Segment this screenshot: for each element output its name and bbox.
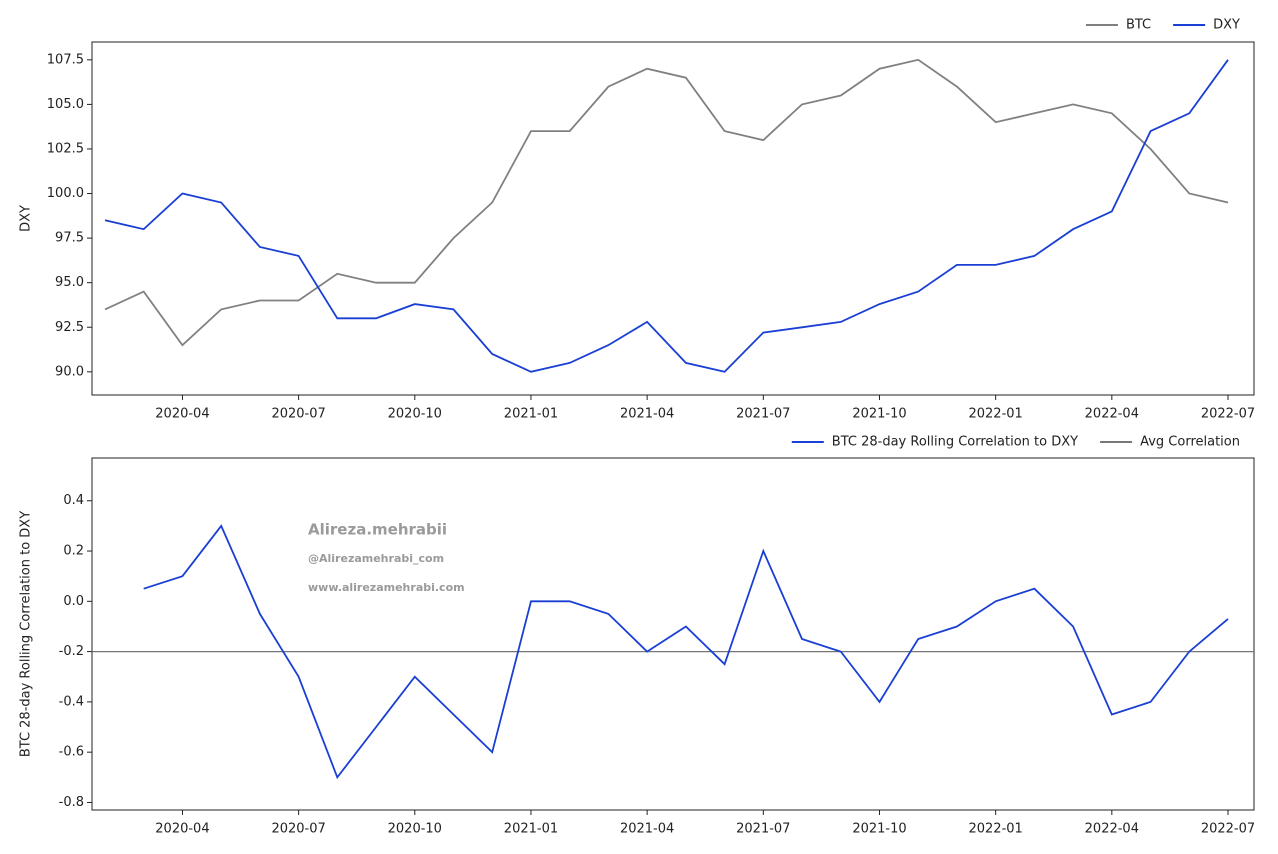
watermark-text: Alireza.mehrabii [308, 521, 447, 539]
x-tick-label: 2020-07 [271, 407, 325, 422]
x-tick-label: 2020-07 [271, 822, 325, 837]
y-tick-label: -0.2 [59, 644, 84, 659]
x-tick-label: 2022-04 [1085, 407, 1139, 422]
y-tick-label: 90.0 [55, 364, 84, 379]
legend-label: DXY [1213, 18, 1240, 33]
watermark-text: www.alirezamehrabi.com [308, 581, 465, 594]
x-tick-label: 2021-07 [736, 822, 790, 837]
y-tick-label: 102.5 [47, 141, 84, 156]
x-tick-label: 2021-10 [852, 407, 906, 422]
y-tick-label: -0.4 [59, 694, 84, 709]
y-tick-label: 107.5 [47, 52, 84, 67]
x-tick-label: 2022-07 [1201, 822, 1255, 837]
x-tick-label: 2022-07 [1201, 407, 1255, 422]
y-tick-label: -0.8 [59, 795, 84, 810]
plot-frame [91, 41, 1255, 396]
series-line [104, 58, 1229, 347]
x-tick-label: 2021-07 [736, 407, 790, 422]
x-tick-label: 2021-04 [620, 822, 674, 837]
x-tick-label: 2021-01 [504, 822, 558, 837]
x-tick-label: 2021-04 [620, 407, 674, 422]
x-tick-label: 2022-04 [1085, 822, 1139, 837]
y-tick-label: 105.0 [47, 97, 84, 112]
y-tick-label: 0.2 [63, 544, 84, 559]
x-tick-label: 2022-01 [968, 407, 1022, 422]
legend-label: BTC [1126, 18, 1151, 33]
y-tick-label: 100.0 [47, 186, 84, 201]
series-line [143, 524, 1229, 780]
x-tick-label: 2020-04 [155, 407, 209, 422]
legend-label: Avg Correlation [1140, 435, 1240, 450]
x-tick-label: 2020-10 [388, 407, 442, 422]
x-tick-label: 2021-01 [504, 407, 558, 422]
x-tick-label: 2022-01 [968, 822, 1022, 837]
y-tick-label: 0.0 [63, 594, 84, 609]
x-tick-label: 2021-10 [852, 822, 906, 837]
x-tick-label: 2020-04 [155, 822, 209, 837]
series-line [104, 59, 1229, 373]
watermark-text: @Alirezamehrabi_com [308, 552, 444, 565]
y-tick-label: 97.5 [55, 231, 84, 246]
y-tick-label: -0.6 [59, 745, 84, 760]
y-tick-label: 92.5 [55, 320, 84, 335]
legend-label: BTC 28-day Rolling Correlation to DXY [832, 435, 1078, 450]
y-tick-label: 0.4 [63, 493, 84, 508]
y-axis-label: DXY [19, 205, 34, 232]
x-tick-label: 2020-10 [388, 822, 442, 837]
y-tick-label: 95.0 [55, 275, 84, 290]
plot-frame [91, 457, 1255, 811]
y-axis-label: BTC 28-day Rolling Correlation to DXY [19, 511, 34, 757]
